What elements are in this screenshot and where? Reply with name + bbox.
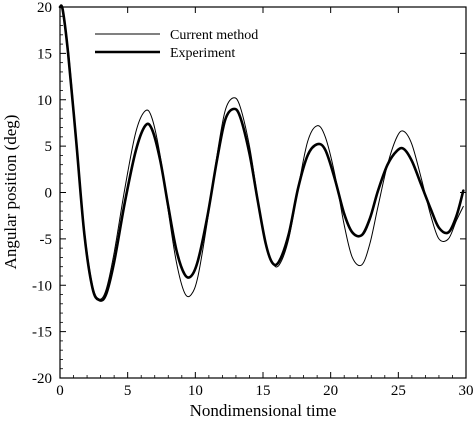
y-tick-label: -5 (40, 232, 53, 248)
y-tick-label: 20 (37, 0, 52, 16)
series-line-experiment (58, 4, 465, 302)
y-tick-label: -10 (32, 278, 52, 294)
legend-label-current-method: Current method (170, 28, 258, 43)
axis-ticks (59, 6, 467, 379)
legend: Current method Experiment (95, 28, 258, 61)
y-tick-label: -20 (32, 371, 52, 387)
legend-label-experiment: Experiment (170, 46, 235, 61)
y-tick-label: 0 (45, 186, 53, 202)
x-axis-label: Nondimensional time (190, 401, 337, 420)
x-tick-label: 10 (188, 383, 203, 399)
x-tick-label: 20 (323, 383, 338, 399)
y-tick-label: 10 (37, 93, 52, 109)
x-tick-label: 25 (391, 383, 406, 399)
x-tick-label: 0 (56, 383, 64, 399)
x-tick-label: 5 (124, 383, 132, 399)
x-tick-label: 30 (459, 383, 474, 399)
axis-tick-labels: 0 5 10 15 20 25 30 20 15 10 5 0 -5 -10 -15 -20 (32, 0, 474, 399)
y-axis-label: Angular position (deg) (1, 115, 20, 270)
y-tick-label: 15 (37, 46, 52, 62)
series-lines (58, 4, 465, 302)
series-line-current-method (59, 4, 464, 300)
x-tick-label: 15 (256, 383, 271, 399)
y-tick-label: -15 (32, 325, 52, 341)
plot-frame (59, 6, 467, 379)
y-tick-label: 5 (45, 139, 53, 155)
